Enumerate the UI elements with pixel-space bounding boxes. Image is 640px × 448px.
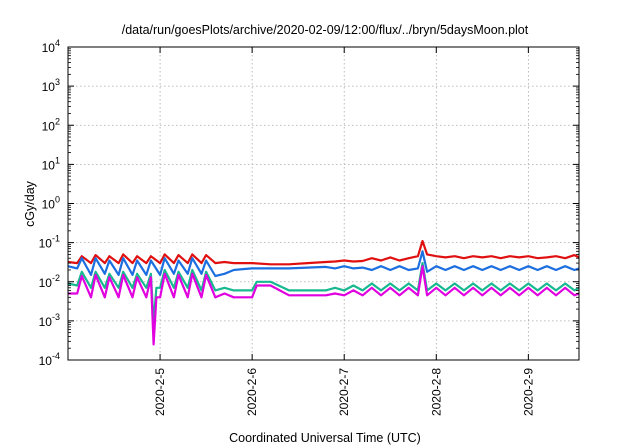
y-tick-label: 100 [42,195,60,212]
y-tick-label: 10-4 [39,351,60,368]
y-tick-label-exponent: -2 [52,273,60,283]
y-tick-label-exponent: 2 [55,116,60,126]
y-tick-label-exponent: 4 [55,38,60,48]
y-tick-label-exponent: -4 [52,351,60,361]
y-tick-label-base: 10 [39,354,53,368]
series-line-4 [68,265,580,346]
series-line-2 [67,250,580,278]
y-tick-label: 10-2 [39,273,60,290]
y-tick-label-exponent: 3 [55,77,60,87]
y-tick-label-base: 10 [42,119,56,133]
y-tick-label: 103 [42,77,60,94]
x-tick-label: 2020-2-7 [337,368,351,416]
x-axis: 2020-2-5 2020-2-6 2020-2-7 2020-2-8 2020-2-9 [153,47,535,416]
y-axis-label: cGy/day [23,180,37,227]
y-tick-label-base: 10 [42,158,56,172]
y-tick-label: 10-3 [39,312,60,329]
series-group [67,239,580,346]
y-tick-label: 102 [42,116,60,133]
y-tick-label-base: 10 [42,80,56,94]
x-tick-label: 2020-2-9 [521,368,535,416]
y-tick-label-base: 10 [39,237,53,251]
x-tick-label: 2020-2-6 [245,368,259,416]
y-tick-label-base: 10 [42,198,56,212]
chart-title: /data/run/goesPlots/archive/2020-02-09/1… [122,23,529,37]
y-tick-label-exponent: 0 [55,195,60,205]
grid [68,47,579,360]
x-tick-label: 2020-2-8 [429,368,443,416]
y-tick-label-exponent: -3 [52,312,60,322]
x-axis-label: Coordinated Universal Time (UTC) [229,431,421,445]
series-line-3 [67,262,580,324]
y-tick-label-base: 10 [39,276,53,290]
x-tick-label: 2020-2-5 [153,368,167,416]
y-tick-label-exponent: 1 [55,155,60,165]
y-tick-label: 101 [42,155,60,172]
y-tick-label: 10-1 [39,234,60,251]
y-tick-label-base: 10 [42,41,56,55]
y-tick-label-exponent: -1 [52,234,60,244]
y-tick-label: 104 [42,38,60,55]
series-line-1 [67,239,580,266]
y-tick-label-base: 10 [39,315,53,329]
